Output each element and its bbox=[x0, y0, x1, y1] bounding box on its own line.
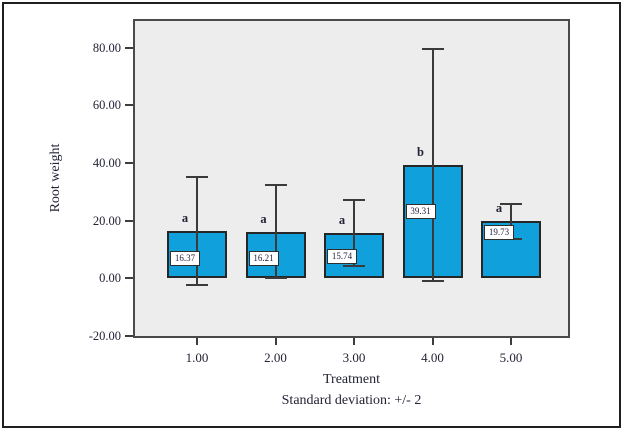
x-axis-tick-label: 2.00 bbox=[264, 350, 287, 365]
error-bar-cap-top bbox=[264, 184, 287, 187]
y-axis-tick-label: 80.00 bbox=[92, 40, 121, 55]
error-bar-line bbox=[431, 48, 434, 281]
error-bar-line bbox=[274, 185, 277, 278]
error-bar-cap-top bbox=[186, 176, 208, 179]
y-axis-tick bbox=[125, 335, 133, 337]
bar-value-box: 15.74 bbox=[327, 249, 357, 264]
error-bar-cap-bottom bbox=[421, 279, 444, 282]
y-axis-tick bbox=[125, 277, 133, 280]
x-axis-tick bbox=[353, 338, 355, 345]
error-bar-line bbox=[510, 204, 512, 239]
y-axis-tick-label: 60.00 bbox=[92, 98, 121, 113]
y-axis-tick bbox=[125, 104, 133, 107]
x-axis-title: Treatment bbox=[322, 372, 381, 387]
significance-letter: a bbox=[338, 212, 346, 227]
caption-standard-deviation: Standard deviation: +/- 2 bbox=[281, 393, 422, 408]
bar-value-box: 39.31 bbox=[405, 203, 436, 219]
bar-value-box: 19.73 bbox=[484, 225, 514, 241]
x-axis-tick-label: 3.00 bbox=[342, 350, 366, 365]
plot-area: 80.00 60.00 40.00 20.00 0.00 -20.00 1.00 16.37 a… bbox=[89, 19, 570, 365]
y-axis-tick bbox=[125, 161, 133, 164]
error-bar-line bbox=[353, 199, 355, 267]
bar-value-box: 16.37 bbox=[170, 250, 200, 266]
significance-letter: a bbox=[495, 201, 503, 216]
error-bar-cap-top bbox=[343, 198, 365, 201]
y-axis-tick bbox=[125, 46, 133, 49]
significance-letter: a bbox=[181, 211, 189, 226]
x-axis-tick-label: 1.00 bbox=[185, 350, 209, 365]
y-axis-tick-label: -20.00 bbox=[88, 329, 121, 343]
significance-letter: a bbox=[260, 211, 267, 226]
x-axis-tick bbox=[510, 338, 512, 345]
y-axis-tick-label: 40.00 bbox=[92, 155, 121, 170]
error-bar-cap-bottom bbox=[264, 277, 287, 280]
error-bar-cap-bottom bbox=[343, 265, 365, 268]
x-axis-tick bbox=[431, 338, 434, 345]
x-axis-tick-label: 5.00 bbox=[499, 350, 523, 365]
error-bar-cap-bottom bbox=[186, 283, 208, 286]
error-bar-line bbox=[196, 177, 198, 285]
x-axis-tick bbox=[274, 338, 277, 345]
error-bar-cap-top bbox=[500, 203, 522, 206]
significance-letter: b bbox=[417, 144, 424, 159]
bar-value-box: 16.21 bbox=[248, 250, 279, 266]
y-axis-tick-label: 20.00 bbox=[92, 213, 121, 228]
x-axis-tick-label: 4.00 bbox=[421, 350, 444, 365]
error-bar-cap-top bbox=[421, 47, 444, 50]
y-axis-tick bbox=[125, 219, 133, 222]
y-axis-tick-label: 0.00 bbox=[99, 271, 121, 286]
x-axis-tick bbox=[196, 338, 198, 345]
